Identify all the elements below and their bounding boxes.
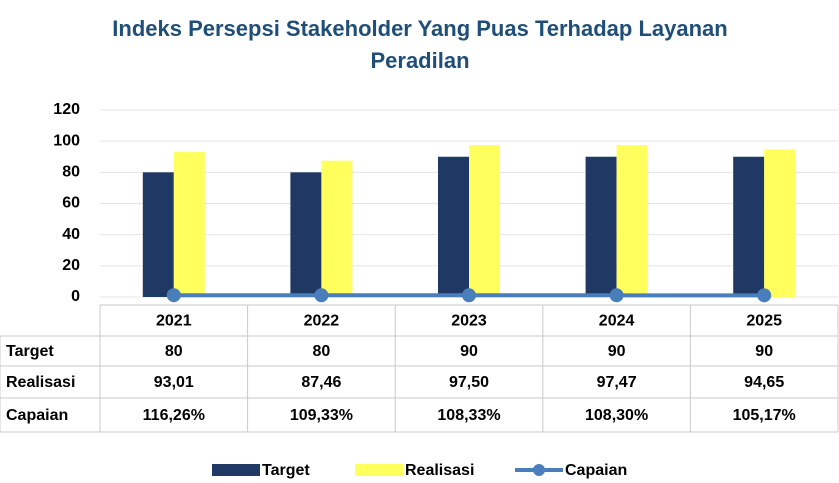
line-marker (757, 288, 772, 303)
table-cell: 90 (460, 343, 478, 360)
legend-swatch (212, 464, 260, 476)
bar (469, 145, 500, 297)
table-cell: 97,47 (597, 374, 637, 391)
table-cell: 93,01 (154, 374, 194, 391)
table-cell: 108,33% (437, 407, 500, 424)
y-tick-label: 120 (53, 101, 80, 118)
table-cell: 87,46 (301, 374, 341, 391)
y-tick-label: 20 (62, 257, 80, 274)
bar (290, 172, 322, 297)
table-cell: 80 (313, 343, 331, 360)
bar (616, 145, 648, 297)
table-cell: 97,50 (449, 374, 489, 391)
table-row-label: Capaian (6, 407, 68, 424)
y-tick-label: 60 (62, 195, 80, 212)
x-tick-label: 2023 (451, 313, 487, 330)
bar (321, 160, 353, 297)
table-row-label: Realisasi (6, 374, 75, 391)
bar (733, 156, 765, 297)
table-cell: 105,17% (733, 407, 796, 424)
table-cell: 109,33% (290, 407, 353, 424)
table-row-label: Target (6, 343, 54, 360)
table-cell: 108,30% (585, 407, 648, 424)
legend-swatch (355, 464, 403, 476)
line-marker (609, 288, 624, 303)
x-tick-label: 2024 (599, 313, 635, 330)
legend-label: Capaian (565, 462, 627, 479)
y-tick-label: 100 (53, 132, 80, 149)
y-tick-label: 80 (62, 164, 80, 181)
table-cell: 90 (608, 343, 626, 360)
line-marker (166, 288, 181, 303)
x-tick-label: 2022 (304, 313, 340, 330)
line-marker (462, 288, 476, 303)
legend-swatch (533, 464, 545, 476)
table-cell: 116,26% (143, 407, 205, 424)
table-cell: 94,65 (744, 374, 784, 391)
bar (764, 149, 796, 297)
x-tick-label: 2021 (156, 313, 192, 330)
bar (173, 152, 205, 297)
legend-label: Realisasi (405, 462, 474, 479)
table-cell: 80 (165, 343, 183, 360)
y-tick-label: 40 (62, 226, 80, 243)
y-tick-label: 0 (71, 288, 80, 305)
bar (585, 156, 617, 297)
table-cell: 90 (755, 343, 773, 360)
chart-title: Indeks Persepsi Stakeholder Yang Puas Te… (112, 16, 727, 41)
bar (142, 172, 174, 297)
legend-label: Target (262, 462, 310, 479)
x-tick-label: 2025 (746, 313, 782, 330)
chart-title: Peradilan (370, 48, 469, 73)
line-marker (314, 288, 329, 303)
bar (438, 156, 469, 297)
